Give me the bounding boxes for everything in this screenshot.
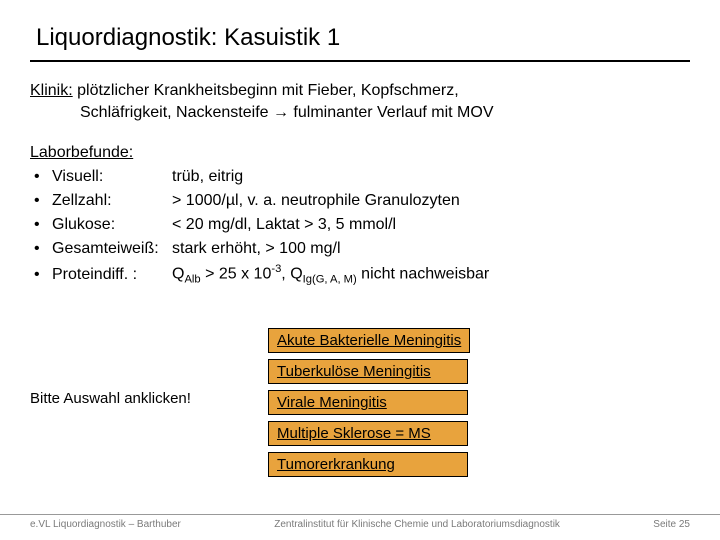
text: > 25 x 10 xyxy=(201,266,272,283)
labor-name: Proteindiff. : xyxy=(52,263,172,287)
slide: Liquordiagnostik: Kasuistik 1 Klinik: pl… xyxy=(0,0,720,540)
text: , Q xyxy=(281,266,302,283)
klinik-label: Klinik: xyxy=(30,82,73,99)
superscript: -3 xyxy=(271,263,281,275)
choice-virale[interactable]: Virale Meningitis xyxy=(268,390,468,415)
bullet-icon: • xyxy=(34,263,52,287)
klinik-section: Klinik: plötzlicher Krankheitsbeginn mit… xyxy=(30,80,690,123)
labor-value: < 20 mg/dl, Laktat > 3, 5 mmol/l xyxy=(172,213,690,237)
choice-buttons: Akute Bakterielle Meningitis Tuberkulöse… xyxy=(260,328,690,477)
choice-area: Bitte Auswahl anklicken! Akute Bakteriel… xyxy=(30,328,690,477)
choice-label: Virale Meningitis xyxy=(277,394,387,411)
page-title: Liquordiagnostik: Kasuistik 1 xyxy=(30,24,690,62)
labor-label: Laborbefunde: xyxy=(30,141,690,165)
choice-label: Tuberkulöse Meningitis xyxy=(277,363,431,380)
choice-label: Multiple Sklerose = MS xyxy=(277,425,431,442)
choice-label: Akute Bakterielle Meningitis xyxy=(277,332,461,349)
choice-ms[interactable]: Multiple Sklerose = MS xyxy=(268,421,468,446)
bullet-icon: • xyxy=(34,213,52,237)
labor-item-protein: • Proteindiff. : QAlb > 25 x 10-3, QIg(G… xyxy=(34,261,690,288)
labor-value: > 1000/µl, v. a. neutrophile Granulozyte… xyxy=(172,189,690,213)
labor-value-protein: QAlb > 25 x 10-3, QIg(G, A, M) nicht nac… xyxy=(172,261,690,288)
labor-name: Gesamteiweiß: xyxy=(52,237,172,261)
footer-right: Seite 25 xyxy=(653,519,690,530)
bullet-icon: • xyxy=(34,165,52,189)
footer-center: Zentralinstitut für Klinische Chemie und… xyxy=(274,519,560,530)
klinik-line2: Schläfrigkeit, Nackensteife → fulminante… xyxy=(30,102,690,124)
choice-tuberkuloese[interactable]: Tuberkulöse Meningitis xyxy=(268,359,468,384)
choice-label: Tumorerkrankung xyxy=(277,456,395,473)
choice-tumor[interactable]: Tumorerkrankung xyxy=(268,452,468,477)
labor-item: • Visuell: trüb, eitrig xyxy=(34,165,690,189)
bullet-icon: • xyxy=(34,189,52,213)
labor-value: stark erhöht, > 100 mg/l xyxy=(172,237,690,261)
labor-name: Visuell: xyxy=(52,165,172,189)
labor-section: Laborbefunde: • Visuell: trüb, eitrig • … xyxy=(30,141,690,288)
labor-item: • Zellzahl: > 1000/µl, v. a. neutrophile… xyxy=(34,189,690,213)
bullet-icon: • xyxy=(34,237,52,261)
labor-list: • Visuell: trüb, eitrig • Zellzahl: > 10… xyxy=(30,165,690,288)
text: Q xyxy=(172,266,184,283)
labor-item: • Glukose: < 20 mg/dl, Laktat > 3, 5 mmo… xyxy=(34,213,690,237)
choice-akute-bakterielle[interactable]: Akute Bakterielle Meningitis xyxy=(268,328,470,353)
footer: e.VL Liquordiagnostik – Barthuber Zentra… xyxy=(0,514,720,530)
labor-name: Zellzahl: xyxy=(52,189,172,213)
text: nicht nachweisbar xyxy=(357,266,490,283)
labor-name: Glukose: xyxy=(52,213,172,237)
subscript: Ig(G, A, M) xyxy=(303,274,357,286)
labor-value: trüb, eitrig xyxy=(172,165,690,189)
labor-item: • Gesamteiweiß: stark erhöht, > 100 mg/l xyxy=(34,237,690,261)
choice-prompt: Bitte Auswahl anklicken! xyxy=(30,328,260,477)
footer-left: e.VL Liquordiagnostik – Barthuber xyxy=(30,519,181,530)
subscript: Alb xyxy=(184,274,200,286)
klinik-line1: plötzlicher Krankheitsbeginn mit Fieber,… xyxy=(73,82,459,99)
